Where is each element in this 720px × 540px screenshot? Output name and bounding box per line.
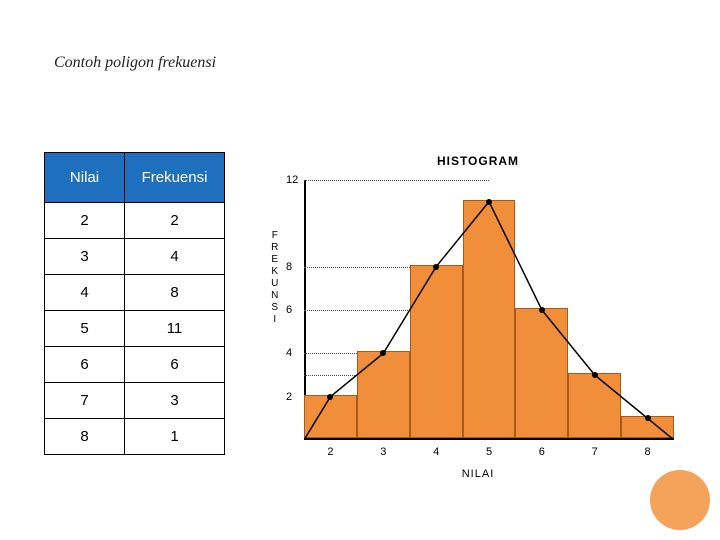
table-cell: 8 — [45, 419, 125, 455]
x-tick: 2 — [327, 446, 333, 458]
y-tick: 4 — [286, 347, 292, 359]
table-row: 81 — [45, 419, 225, 455]
x-tick: 7 — [592, 446, 598, 458]
grid-line — [304, 180, 489, 181]
table-row: 73 — [45, 383, 225, 419]
table-cell: 4 — [45, 275, 125, 311]
histogram-bar — [463, 200, 516, 438]
table-cell: 11 — [125, 311, 225, 347]
table-header-row: Nilai Frekuensi — [45, 153, 225, 203]
polygon-point — [327, 394, 333, 400]
polygon-point — [380, 350, 386, 356]
x-tick: 4 — [433, 446, 439, 458]
table-header-frekuensi: Frekuensi — [125, 153, 225, 203]
plot-area: 2468122345678 — [304, 180, 674, 440]
table-cell: 3 — [125, 383, 225, 419]
y-tick: 12 — [286, 174, 298, 186]
table-cell: 3 — [45, 239, 125, 275]
slide-title: Contoh poligon frekuensi — [54, 54, 216, 72]
polygon-point — [645, 415, 651, 421]
histogram-bar — [515, 308, 568, 438]
y-axis-label: F R E K U N S I — [268, 230, 282, 326]
table-row: 22 — [45, 203, 225, 239]
x-tick: 6 — [539, 446, 545, 458]
polygon-point — [592, 372, 598, 378]
data-table: Nilai Frekuensi 223448511667381 — [44, 152, 225, 455]
table-row: 48 — [45, 275, 225, 311]
y-tick: 6 — [286, 304, 292, 316]
x-axis-label: NILAI — [268, 468, 688, 480]
table-cell: 2 — [45, 203, 125, 239]
x-tick: 3 — [380, 446, 386, 458]
x-axis — [304, 438, 674, 440]
histogram-bar — [304, 395, 357, 438]
chart-title: HISTOGRAM — [268, 154, 688, 168]
y-tick: 8 — [286, 261, 292, 273]
table-header-nilai: Nilai — [45, 153, 125, 203]
table-cell: 1 — [125, 419, 225, 455]
table-row: 511 — [45, 311, 225, 347]
table-cell: 5 — [45, 311, 125, 347]
table-row: 66 — [45, 347, 225, 383]
polygon-point — [539, 307, 545, 313]
x-tick: 8 — [645, 446, 651, 458]
histogram-bar — [568, 373, 621, 438]
y-tick: 2 — [286, 391, 292, 403]
table-row: 34 — [45, 239, 225, 275]
polygon-point — [433, 264, 439, 270]
histogram-chart: HISTOGRAM F R E K U N S I 2468122345678 … — [268, 150, 688, 480]
table-body: 223448511667381 — [45, 203, 225, 455]
table-cell: 6 — [45, 347, 125, 383]
histogram-bar — [357, 351, 410, 438]
table-cell: 2 — [125, 203, 225, 239]
table-cell: 6 — [125, 347, 225, 383]
table-cell: 7 — [45, 383, 125, 419]
x-tick: 5 — [486, 446, 492, 458]
table-cell: 8 — [125, 275, 225, 311]
table-cell: 4 — [125, 239, 225, 275]
histogram-bar — [410, 265, 463, 438]
polygon-point — [486, 199, 492, 205]
